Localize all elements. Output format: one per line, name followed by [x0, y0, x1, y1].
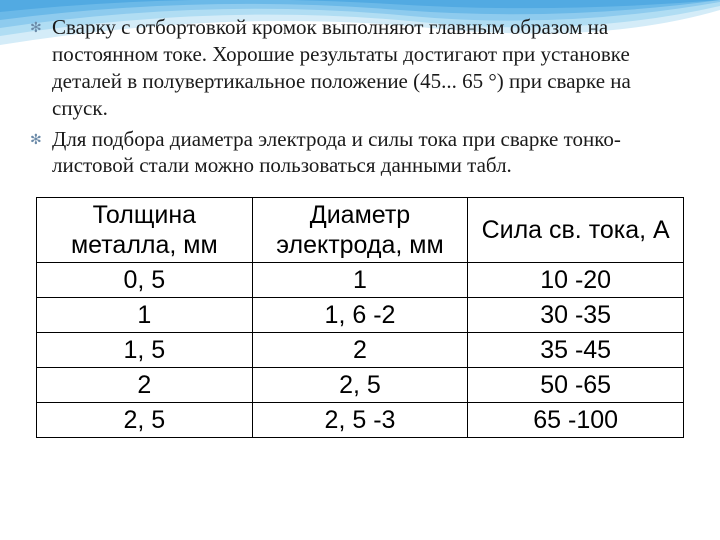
cell: 65 -100: [468, 403, 684, 438]
cell: 50 -65: [468, 368, 684, 403]
table-row: 2, 5 2, 5 -3 65 -100: [37, 403, 684, 438]
cell: 2, 5: [37, 403, 253, 438]
cell: 30 -35: [468, 298, 684, 333]
parameters-table-wrap: Толщина металла, мм Диаметр электрода, м…: [30, 197, 690, 438]
col-thickness: Толщина металла, мм: [37, 198, 253, 263]
bullet-item: ✻ Сварку с отбортовкой кромок выполняют …: [30, 14, 690, 122]
snowflake-icon: ✻: [30, 20, 42, 38]
table-row: 2 2, 5 50 -65: [37, 368, 684, 403]
col-diameter: Диаметр электрода, мм: [252, 198, 468, 263]
cell: 1: [252, 263, 468, 298]
cell: 2: [37, 368, 253, 403]
col-current: Сила св. тока, А: [468, 198, 684, 263]
cell: 1, 6 -2: [252, 298, 468, 333]
table-header-row: Толщина металла, мм Диаметр электрода, м…: [37, 198, 684, 263]
bullet-text: Сварку с отбортовкой кромок выполняют гл…: [52, 15, 631, 120]
cell: 2, 5: [252, 368, 468, 403]
cell: 1, 5: [37, 333, 253, 368]
bullet-list: ✻ Сварку с отбортовкой кромок выполняют …: [30, 14, 690, 179]
cell: 1: [37, 298, 253, 333]
table-row: 1, 5 2 35 -45: [37, 333, 684, 368]
snowflake-icon: ✻: [30, 132, 42, 150]
table-row: 0, 5 1 10 -20: [37, 263, 684, 298]
cell: 0, 5: [37, 263, 253, 298]
bullet-item: ✻ Для подбора диаметра электрода и силы …: [30, 126, 690, 180]
table-row: 1 1, 6 -2 30 -35: [37, 298, 684, 333]
bullet-text: Для подбора диаметра электрода и силы то…: [52, 127, 621, 178]
parameters-table: Толщина металла, мм Диаметр электрода, м…: [36, 197, 684, 438]
cell: 2: [252, 333, 468, 368]
cell: 2, 5 -3: [252, 403, 468, 438]
cell: 10 -20: [468, 263, 684, 298]
slide-content: ✻ Сварку с отбортовкой кромок выполняют …: [0, 0, 720, 438]
cell: 35 -45: [468, 333, 684, 368]
